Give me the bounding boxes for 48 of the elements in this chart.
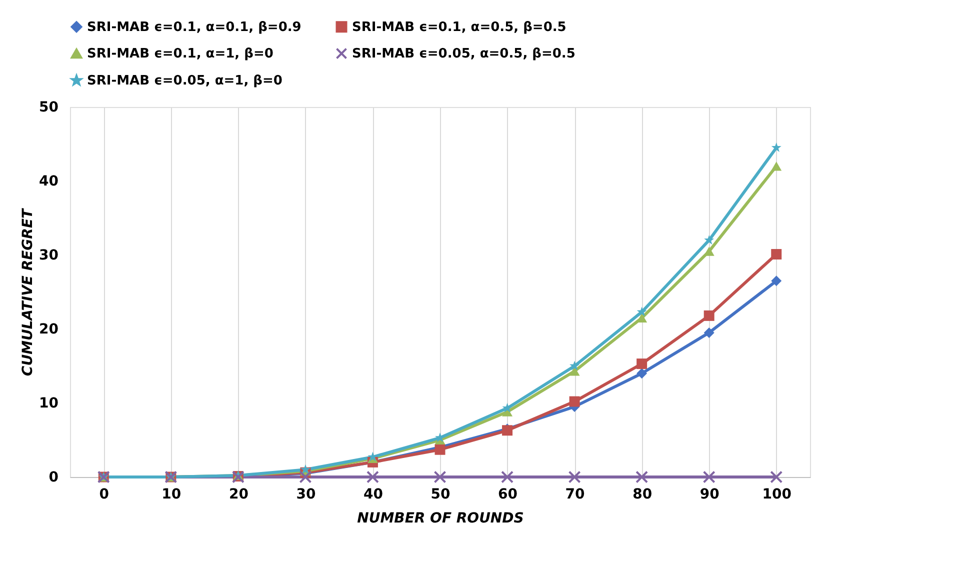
x-tick-label: 100: [762, 486, 792, 502]
point: [704, 310, 714, 321]
y-tick-label: 10: [39, 396, 59, 412]
point: [702, 470, 716, 484]
point: [771, 276, 782, 286]
point: [299, 470, 312, 484]
legend-label: SRI-MAB ϵ=0.05, α=0.5, β=0.5: [352, 46, 576, 62]
x-tick-label: 60: [498, 486, 518, 502]
legend-label: SRI-MAB ϵ=0.1, α=0.5, β=0.5: [352, 20, 566, 35]
x-tick-label: 50: [430, 486, 450, 502]
y-tick-label: 50: [39, 100, 59, 116]
point: [704, 327, 714, 338]
x-tick-label: 40: [363, 486, 384, 502]
legend-label: SRI-MAB ϵ=0.1, α=0.1, β=0.9: [87, 20, 302, 35]
point: [636, 368, 648, 379]
x-axis-title: NUMBER OF ROUNDS: [357, 510, 524, 526]
point: [771, 162, 782, 171]
x-tick-label: 10: [162, 486, 182, 502]
point: [366, 470, 379, 484]
point: [569, 366, 580, 376]
point: [570, 360, 580, 370]
y-tick-label: 20: [39, 322, 59, 338]
point: [636, 306, 647, 316]
point: [568, 470, 581, 484]
point: [502, 402, 512, 412]
y-tick-label: 0: [48, 470, 59, 486]
point: [771, 142, 782, 152]
point: [704, 234, 714, 244]
point: [771, 249, 782, 260]
y-tick-label: 30: [39, 248, 59, 264]
x-tick-label: 30: [296, 486, 316, 502]
x-tick-label: 0: [99, 486, 110, 502]
x-tick-label: 90: [700, 486, 720, 502]
legend-label: SRI-MAB ϵ=0.05, α=1, β=0: [87, 74, 282, 88]
y-tick-label: 40: [39, 174, 59, 190]
point: [770, 470, 783, 484]
point: [434, 470, 446, 484]
point: [636, 358, 648, 370]
legend-label: SRI-MAB ϵ=0.1, α=1, β=0: [87, 46, 274, 62]
point: [569, 396, 580, 407]
y-axis-title: CUMULATIVE REGRET: [20, 207, 36, 376]
x-tick-label: 20: [228, 486, 249, 502]
point: [501, 470, 514, 484]
point: [704, 246, 714, 256]
x-tick-label: 70: [565, 486, 586, 502]
point: [300, 464, 310, 474]
point: [636, 470, 648, 484]
x-tick-label: 80: [632, 486, 652, 502]
